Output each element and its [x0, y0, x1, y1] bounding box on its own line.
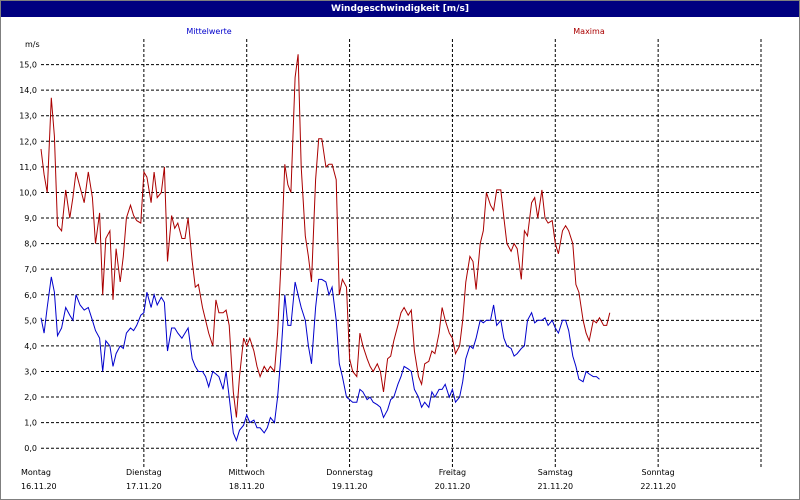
y-tick-label: 0,0 — [24, 444, 37, 453]
y-tick-label: 12,0 — [19, 137, 37, 146]
x-day-label: Donnerstag — [326, 468, 373, 477]
x-date-label: 21.11.20 — [537, 482, 573, 491]
y-tick-label: 7,0 — [24, 265, 37, 274]
series-lines — [40, 54, 611, 442]
y-tick-label: 8,0 — [24, 240, 37, 249]
chart-title: Windgeschwindigkeit [m/s] — [1, 1, 799, 17]
x-date-label: 18.11.20 — [229, 482, 265, 491]
y-tick-label: 14,0 — [19, 86, 37, 95]
y-tick-label: 2,0 — [24, 393, 37, 402]
x-day-label: Sonntag — [642, 468, 675, 477]
y-tick-label: 1,0 — [24, 419, 37, 428]
wind-speed-chart: 0,0 1,0 2,0 3,0 4,0 5,0 6,0 7,0 8,0 9,0 10,0 11,0 12… — [19, 27, 762, 491]
x-day-label: Freitag — [439, 468, 466, 477]
x-date-label: 17.11.20 — [126, 482, 162, 491]
x-date-label: 22.11.20 — [640, 482, 676, 491]
y-tick-label: 4,0 — [24, 342, 37, 351]
y-tick-label: 5,0 — [24, 316, 37, 325]
x-date-label: 19.11.20 — [332, 482, 368, 491]
legend-mittelwerte: Mittelwerte — [186, 27, 231, 36]
x-day-label: Mittwoch — [229, 468, 265, 477]
y-tick-label: 15,0 — [19, 61, 37, 70]
y-tick-label: 11,0 — [19, 163, 37, 172]
x-day-label: Montag — [21, 468, 51, 477]
y-axis-label: m/s — [25, 40, 40, 49]
x-date-label: 16.11.20 — [21, 482, 57, 491]
x-tick-labels: Montag 16.11.20 Dienstag 17.11.20 Mittwoch 18… — [21, 468, 676, 491]
y-tick-label: 13,0 — [19, 112, 37, 121]
y-tick-label: 10,0 — [19, 188, 37, 197]
y-tick-label: 3,0 — [24, 367, 37, 376]
grid — [41, 39, 762, 469]
x-day-label: Dienstag — [126, 468, 162, 477]
x-date-label: 20.11.20 — [435, 482, 471, 491]
series-line-mittelwerte — [40, 276, 600, 442]
x-day-label: Samstag — [538, 468, 573, 477]
legend-maxima: Maxima — [573, 27, 605, 36]
y-tick-labels: 0,0 1,0 2,0 3,0 4,0 5,0 6,0 7,0 8,0 9,0 10,0 11,0 12… — [19, 61, 37, 454]
y-tick-label: 9,0 — [24, 214, 37, 223]
series-line-maxima — [40, 54, 611, 418]
y-tick-label: 6,0 — [24, 291, 37, 300]
